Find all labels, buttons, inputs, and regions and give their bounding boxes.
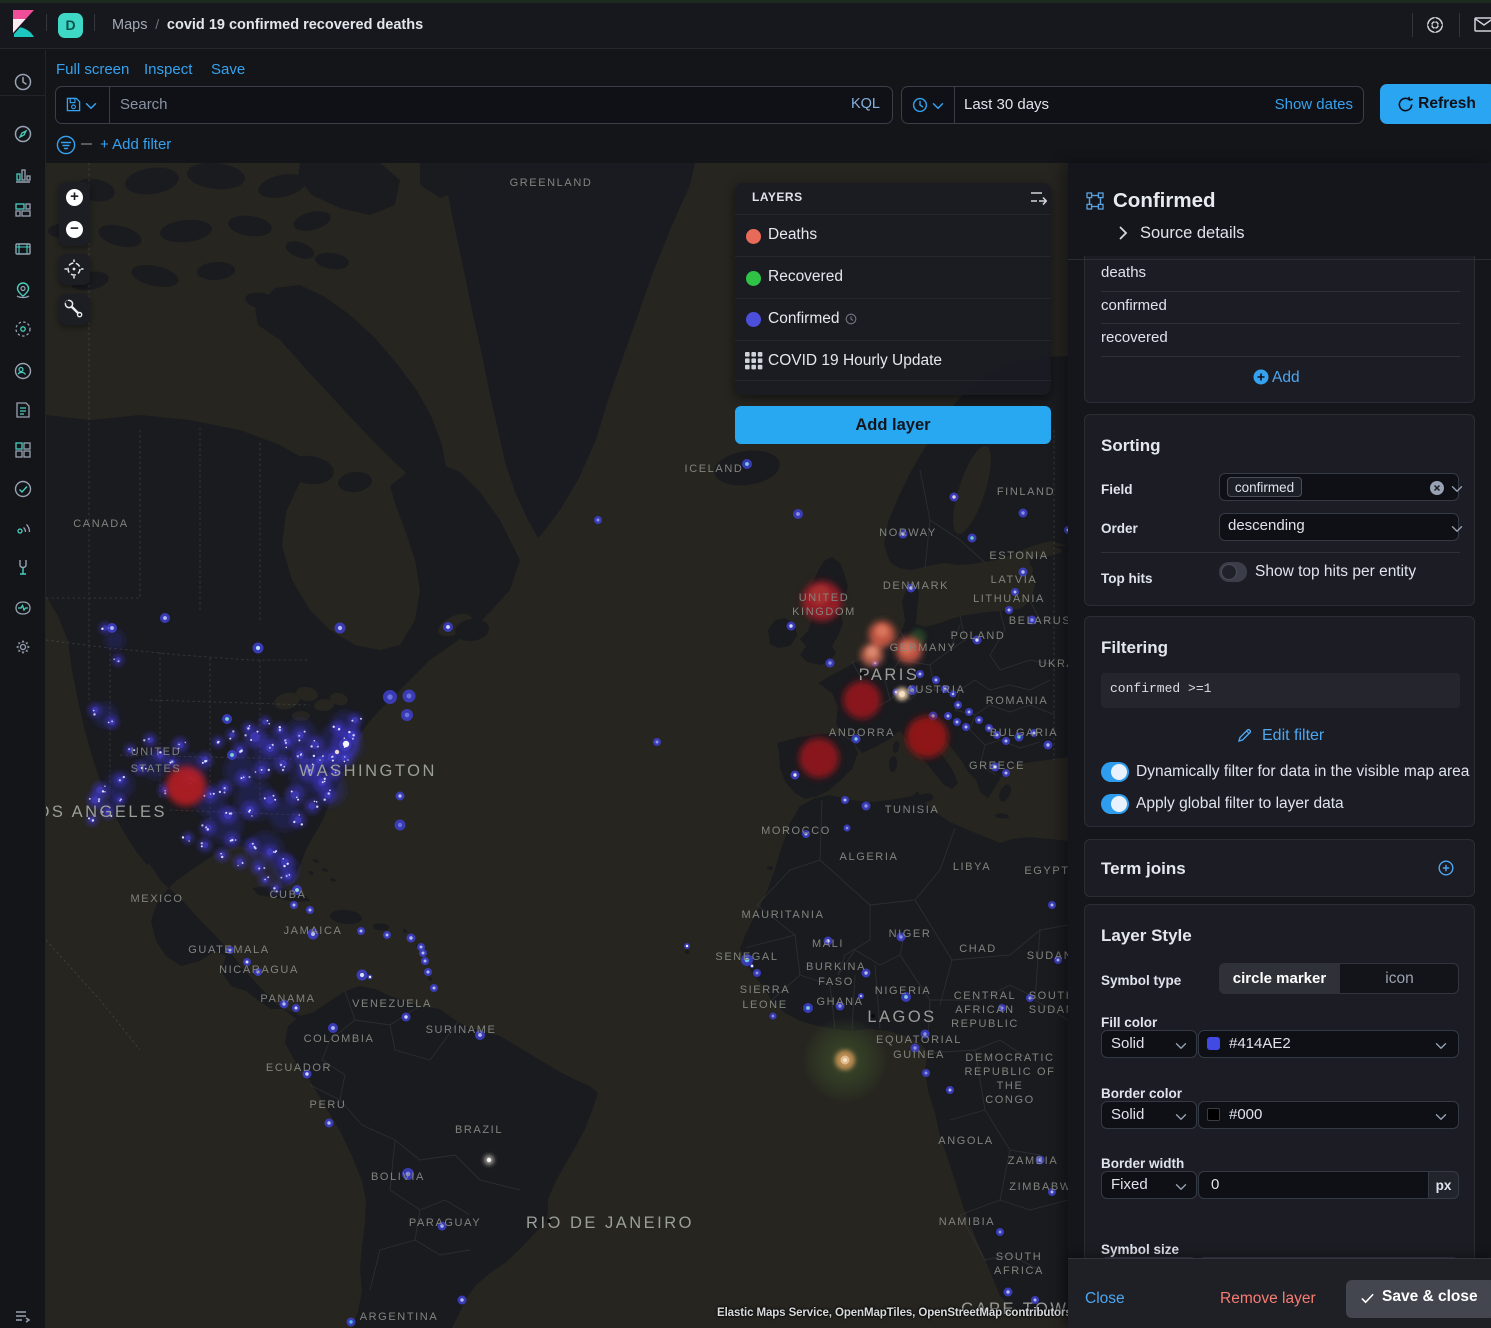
svg-text:AFRICAN: AFRICAN — [955, 1004, 1014, 1016]
svg-text:GERMANY: GERMANY — [890, 642, 957, 654]
svg-text:VENEZUELA: VENEZUELA — [352, 998, 432, 1010]
svg-text:NAMIBIA: NAMIBIA — [939, 1216, 995, 1228]
svg-text:SURINAME: SURINAME — [426, 1024, 497, 1036]
svg-text:COLOMBIA: COLOMBIA — [304, 1033, 375, 1045]
svg-text:ICELAND: ICELAND — [685, 463, 744, 475]
svg-text:ARGENTINA: ARGENTINA — [360, 1311, 439, 1323]
svg-text:NICARAGUA: NICARAGUA — [219, 964, 299, 976]
svg-text:LEONE: LEONE — [742, 999, 787, 1011]
svg-text:FASO: FASO — [818, 976, 854, 988]
svg-text:SUDAN: SUDAN — [1029, 1004, 1068, 1016]
svg-text:GREECE: GREECE — [969, 760, 1025, 772]
svg-text:PANAMA: PANAMA — [260, 993, 315, 1005]
svg-text:CHAD: CHAD — [959, 943, 997, 955]
svg-text:RIO DE JANEIRO: RIO DE JANEIRO — [526, 1214, 694, 1232]
svg-text:REPUBLIC: REPUBLIC — [951, 1018, 1019, 1030]
svg-text:GUINEA: GUINEA — [893, 1049, 945, 1061]
svg-text:NIGERIA: NIGERIA — [875, 985, 931, 997]
svg-text:PERU: PERU — [310, 1099, 347, 1111]
svg-text:LOS ANGELES: LOS ANGELES — [46, 803, 167, 821]
svg-text:ESTONIA: ESTONIA — [989, 550, 1048, 562]
svg-text:MEXICO: MEXICO — [131, 893, 184, 905]
svg-text:DEMOCRATIC: DEMOCRATIC — [965, 1052, 1054, 1064]
svg-text:FINLAND: FINLAND — [997, 486, 1055, 498]
svg-text:LITHUANIA: LITHUANIA — [973, 593, 1045, 605]
svg-text:JAMAICA: JAMAICA — [284, 925, 343, 937]
svg-text:LAGOS: LAGOS — [867, 1008, 936, 1026]
svg-text:MOROCCO: MOROCCO — [761, 825, 831, 837]
svg-text:ROMANIA: ROMANIA — [986, 695, 1049, 707]
svg-text:PARIS: PARIS — [859, 666, 920, 684]
svg-text:AUSTRIA: AUSTRIA — [907, 684, 966, 696]
svg-text:ECUADOR: ECUADOR — [266, 1062, 332, 1074]
svg-text:UNITED: UNITED — [131, 746, 182, 758]
svg-text:PARAGUAY: PARAGUAY — [409, 1217, 481, 1229]
svg-text:UNITED: UNITED — [799, 592, 850, 604]
svg-text:CUBA: CUBA — [270, 889, 307, 901]
svg-text:ALGERIA: ALGERIA — [840, 851, 899, 863]
svg-text:GUATEMALA: GUATEMALA — [188, 944, 269, 956]
svg-text:MALI: MALI — [812, 938, 844, 950]
svg-text:LIBYA: LIBYA — [953, 861, 991, 873]
svg-text:ANGOLA: ANGOLA — [938, 1135, 993, 1147]
svg-text:NORWAY: NORWAY — [879, 527, 937, 539]
svg-text:BOLIVIA: BOLIVIA — [371, 1171, 425, 1183]
svg-text:CENTRAL: CENTRAL — [954, 990, 1017, 1002]
svg-text:REPUBLIC OF: REPUBLIC OF — [965, 1066, 1056, 1078]
svg-text:WASHINGTON: WASHINGTON — [299, 762, 437, 780]
svg-text:UKRA: UKRA — [1039, 658, 1068, 670]
svg-text:STATES: STATES — [131, 763, 182, 775]
svg-text:CONGO: CONGO — [985, 1094, 1035, 1106]
svg-text:DENMARK: DENMARK — [883, 580, 949, 592]
svg-text:ZIMBABWE: ZIMBABWE — [1009, 1181, 1068, 1193]
svg-text:MAURITANIA: MAURITANIA — [741, 909, 824, 921]
svg-text:BELARUS: BELARUS — [1009, 615, 1068, 627]
svg-text:CAPE TOWN: CAPE TOWN — [961, 1300, 1068, 1318]
svg-text:KINGDOM: KINGDOM — [792, 606, 856, 618]
svg-text:TUNISIA: TUNISIA — [885, 804, 940, 816]
svg-text:ANDORRA: ANDORRA — [829, 727, 895, 739]
svg-text:GHANA: GHANA — [816, 996, 863, 1008]
svg-text:AFRICA: AFRICA — [994, 1265, 1044, 1277]
svg-text:CANADA: CANADA — [73, 518, 128, 530]
svg-text:SENEGAL: SENEGAL — [715, 951, 778, 963]
svg-text:GREENLAND: GREENLAND — [510, 177, 593, 189]
svg-text:POLAND: POLAND — [951, 630, 1006, 642]
svg-text:ZAMBIA: ZAMBIA — [1008, 1155, 1059, 1167]
svg-text:BURKINA: BURKINA — [806, 961, 866, 973]
svg-text:EGYPT: EGYPT — [1024, 865, 1068, 877]
svg-text:NIGER: NIGER — [889, 928, 932, 940]
svg-text:EQUATORIAL: EQUATORIAL — [876, 1034, 962, 1046]
svg-text:LATVIA: LATVIA — [991, 574, 1038, 586]
svg-text:BULGARIA: BULGARIA — [990, 727, 1058, 739]
svg-text:SOUTH: SOUTH — [1029, 990, 1068, 1002]
svg-text:THE: THE — [997, 1080, 1024, 1092]
svg-text:BRAZIL: BRAZIL — [455, 1124, 503, 1136]
svg-text:SIERRA: SIERRA — [740, 984, 791, 996]
svg-text:SUDAN: SUDAN — [1027, 950, 1068, 962]
svg-text:SOUTH: SOUTH — [996, 1251, 1043, 1263]
